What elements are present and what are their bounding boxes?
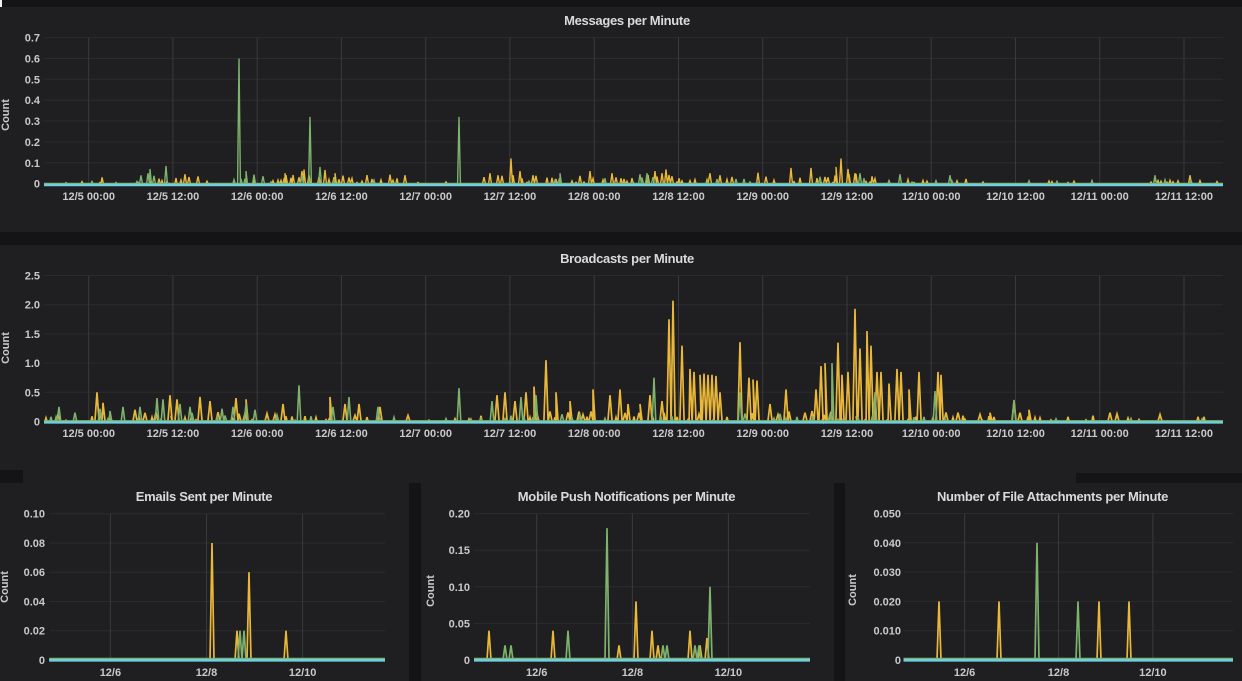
svg-text:0: 0	[895, 655, 901, 667]
svg-text:12/6 00:00: 12/6 00:00	[231, 428, 284, 440]
svg-text:0.05: 0.05	[449, 618, 470, 630]
svg-text:12/6: 12/6	[100, 667, 121, 679]
svg-text:2.0: 2.0	[25, 300, 40, 312]
svg-text:Count: Count	[0, 571, 11, 603]
svg-text:12/7 12:00: 12/7 12:00	[484, 191, 537, 203]
svg-text:0: 0	[34, 179, 40, 191]
svg-text:0.04: 0.04	[24, 597, 46, 609]
svg-text:12/8 00:00: 12/8 00:00	[568, 191, 621, 203]
svg-text:12/11 12:00: 12/11 12:00	[1155, 191, 1213, 203]
svg-text:12/5 00:00: 12/5 00:00	[62, 428, 115, 440]
svg-text:0.030: 0.030	[873, 567, 901, 579]
svg-text:12/10 00:00: 12/10 00:00	[902, 191, 961, 203]
svg-text:Broadcasts per Minute: Broadcasts per Minute	[560, 251, 694, 266]
svg-text:12/5 00:00: 12/5 00:00	[62, 191, 115, 203]
svg-text:Messages per Minute: Messages per Minute	[564, 13, 690, 28]
svg-text:12/10 12:00: 12/10 12:00	[986, 428, 1045, 440]
svg-text:0.10: 0.10	[24, 509, 45, 521]
svg-text:0: 0	[464, 655, 470, 667]
svg-text:0.2: 0.2	[25, 137, 40, 149]
svg-text:Count: Count	[0, 99, 12, 131]
svg-text:0.3: 0.3	[25, 116, 40, 128]
svg-text:12/8: 12/8	[196, 667, 217, 679]
svg-text:12/9 12:00: 12/9 12:00	[821, 428, 874, 440]
svg-text:12/7 12:00: 12/7 12:00	[484, 428, 537, 440]
svg-text:12/10: 12/10	[1139, 667, 1167, 679]
svg-text:0.5: 0.5	[25, 387, 40, 399]
svg-text:1.0: 1.0	[25, 358, 40, 370]
svg-text:0.040: 0.040	[873, 538, 901, 550]
svg-text:Mobile Push Notifications per: Mobile Push Notifications per Minute	[518, 489, 736, 504]
svg-text:12/8: 12/8	[622, 667, 643, 679]
svg-text:12/11 12:00: 12/11 12:00	[1155, 428, 1213, 440]
svg-text:Count: Count	[0, 332, 12, 364]
svg-text:0.06: 0.06	[24, 567, 45, 579]
svg-text:12/9 00:00: 12/9 00:00	[736, 428, 789, 440]
svg-text:0.08: 0.08	[24, 538, 45, 550]
svg-text:12/8 00:00: 12/8 00:00	[568, 428, 621, 440]
svg-text:0.010: 0.010	[873, 626, 901, 638]
svg-text:1.5: 1.5	[25, 329, 40, 341]
svg-text:12/11 00:00: 12/11 00:00	[1071, 428, 1129, 440]
svg-text:12/8 12:00: 12/8 12:00	[652, 428, 705, 440]
svg-text:12/6: 12/6	[526, 667, 547, 679]
svg-text:0.10: 0.10	[449, 582, 470, 594]
svg-text:12/9 12:00: 12/9 12:00	[821, 191, 874, 203]
svg-text:0.7: 0.7	[25, 33, 40, 45]
svg-text:12/8: 12/8	[1048, 667, 1069, 679]
svg-text:Emails Sent per Minute: Emails Sent per Minute	[136, 489, 273, 504]
svg-text:Count: Count	[425, 575, 437, 607]
svg-text:0: 0	[34, 417, 40, 429]
svg-text:0.050: 0.050	[873, 509, 901, 521]
svg-text:12/10: 12/10	[715, 667, 743, 679]
svg-text:2.5: 2.5	[25, 271, 40, 283]
svg-text:12/6 00:00: 12/6 00:00	[231, 191, 284, 203]
svg-text:0.4: 0.4	[25, 95, 41, 107]
svg-text:12/6 12:00: 12/6 12:00	[315, 191, 368, 203]
svg-text:0.20: 0.20	[449, 509, 470, 521]
svg-text:12/7 00:00: 12/7 00:00	[399, 191, 452, 203]
svg-text:12/6: 12/6	[954, 667, 975, 679]
svg-text:0.1: 0.1	[25, 158, 40, 170]
svg-text:12/11 00:00: 12/11 00:00	[1071, 191, 1129, 203]
svg-text:12/10 00:00: 12/10 00:00	[902, 428, 961, 440]
svg-text:0.5: 0.5	[25, 74, 40, 86]
svg-text:12/10: 12/10	[289, 667, 317, 679]
svg-text:0.020: 0.020	[873, 596, 901, 608]
svg-text:12/6 12:00: 12/6 12:00	[315, 428, 368, 440]
svg-text:12/9 00:00: 12/9 00:00	[736, 191, 789, 203]
svg-text:12/5 12:00: 12/5 12:00	[147, 191, 200, 203]
svg-text:Number of File Attachments per: Number of File Attachments per Minute	[937, 489, 1168, 504]
svg-text:0.15: 0.15	[449, 545, 470, 557]
svg-text:12/8 12:00: 12/8 12:00	[652, 191, 705, 203]
svg-text:0.6: 0.6	[25, 54, 40, 66]
svg-text:0: 0	[39, 655, 45, 667]
svg-text:Count: Count	[847, 574, 859, 606]
svg-text:12/10 12:00: 12/10 12:00	[986, 191, 1045, 203]
svg-text:12/5 12:00: 12/5 12:00	[147, 428, 200, 440]
svg-text:0.02: 0.02	[24, 626, 45, 638]
svg-text:12/7 00:00: 12/7 00:00	[399, 428, 452, 440]
